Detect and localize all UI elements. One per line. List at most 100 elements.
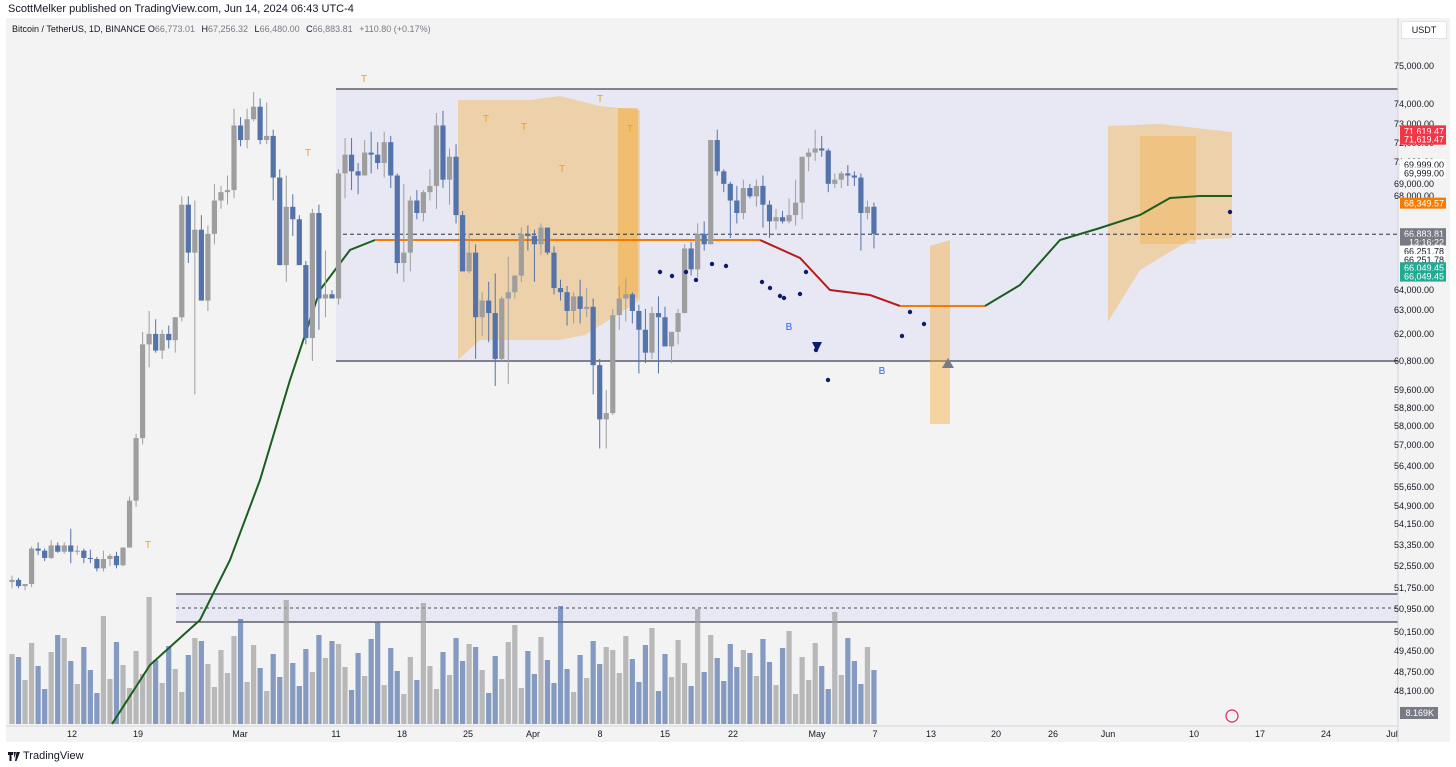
currency-button[interactable]: USDT: [1401, 21, 1447, 39]
candle-body: [133, 438, 139, 501]
price-label-text: 68,349.57: [1404, 199, 1444, 209]
volume-bar: [414, 680, 420, 724]
price-label-text: 66,883.81: [1404, 229, 1444, 239]
volume-bar: [237, 619, 244, 724]
flash-icon: [1225, 709, 1239, 723]
candle: [864, 200, 871, 220]
candle: [871, 202, 877, 249]
volume-bar: [146, 597, 152, 724]
volume-bar: [100, 616, 107, 724]
price-label-badge: 66,049.45: [1400, 270, 1446, 282]
candle-body: [512, 275, 518, 293]
volume-bar: [172, 669, 178, 724]
candle: [126, 496, 133, 548]
candle: [172, 317, 178, 353]
signal-t-label: T: [627, 124, 633, 135]
candle-body: [153, 333, 159, 351]
price-tick-label: 74,000.00: [1394, 99, 1434, 109]
high-label: H: [201, 24, 208, 34]
candle-body: [701, 233, 707, 245]
price-tick-label: 63,000.00: [1394, 305, 1434, 315]
volume-bar: [518, 688, 524, 724]
candle-body: [649, 313, 655, 353]
candle-body: [309, 213, 315, 339]
volume-bar: [120, 665, 126, 724]
candle-body: [577, 296, 583, 309]
volume-bar: [603, 647, 609, 724]
candle-body: [708, 140, 714, 245]
volume-bar: [257, 668, 263, 724]
candle-body: [381, 142, 387, 163]
candle-body: [753, 185, 760, 197]
candle-body: [407, 200, 413, 253]
volume-bar: [812, 643, 818, 724]
price-tick-label: 75,000.00: [1394, 61, 1434, 71]
candle-body: [740, 188, 746, 214]
candle: [303, 260, 309, 345]
candle-body: [420, 192, 426, 214]
candle-body: [597, 365, 603, 420]
signal-dot: [907, 309, 913, 315]
candle: [446, 148, 453, 205]
high-value: 67,256.32: [207, 24, 249, 34]
volume-bar: [68, 661, 74, 724]
candle: [224, 175, 231, 205]
volume-bar: [192, 638, 198, 724]
candle: [531, 229, 537, 282]
price-tick-label: 53,350.00: [1394, 540, 1434, 550]
candle: [616, 285, 622, 330]
price-label-text: 69,999.00: [1404, 168, 1444, 178]
volume-bar: [440, 652, 446, 724]
volume-bar: [48, 652, 54, 724]
volume-bar: [688, 686, 694, 724]
volume-bar: [211, 687, 218, 724]
candle: [375, 142, 381, 170]
price-tick-label: 48,100.00: [1394, 686, 1434, 696]
signal-dot: [1227, 209, 1233, 215]
candle-body: [551, 252, 557, 289]
date-tick-label: 24: [1321, 729, 1331, 739]
candle: [636, 304, 642, 374]
candle-body: [675, 313, 681, 332]
candle: [675, 308, 681, 345]
tradingview-logo-icon: [8, 751, 20, 761]
volume-bar: [81, 647, 87, 724]
date-tick-label: 22: [728, 729, 738, 739]
candle-body: [695, 233, 701, 270]
volume-bar: [74, 684, 80, 724]
volume-bar: [218, 650, 224, 724]
volume-bar: [159, 683, 165, 724]
signal-t-label: T: [521, 122, 527, 133]
candle: [270, 129, 276, 201]
candle: [329, 290, 335, 299]
candle-body: [257, 106, 263, 141]
signal-t-label: T: [597, 94, 603, 105]
signal-dot: [781, 295, 787, 301]
volume-label-bg: [1400, 707, 1438, 719]
price-label-text: 71,619.47: [1404, 135, 1444, 145]
candle: [211, 183, 218, 245]
volume-bar: [394, 671, 400, 724]
candle-body: [714, 140, 720, 172]
candle-body: [616, 298, 622, 316]
volume-bar: [355, 653, 361, 724]
candle: [649, 306, 655, 359]
candle: [525, 225, 531, 251]
candle-body: [668, 331, 675, 347]
candle-body: [68, 545, 74, 552]
candle: [486, 281, 492, 343]
signal-dot: [723, 263, 729, 269]
signal-dot: [825, 377, 831, 383]
volume-bar: [244, 682, 250, 724]
price-label-bg: [1400, 236, 1446, 248]
candle-body: [845, 173, 851, 176]
volume-bar: [198, 641, 204, 724]
volume-bar: [473, 647, 479, 724]
volume-bar: [492, 656, 498, 724]
volume-bar: [166, 646, 172, 724]
volume-bar: [407, 657, 413, 724]
footer-brand[interactable]: TradingView: [8, 750, 84, 762]
candle-body: [42, 550, 48, 558]
candle-body: [851, 175, 857, 178]
candle: [727, 181, 733, 239]
